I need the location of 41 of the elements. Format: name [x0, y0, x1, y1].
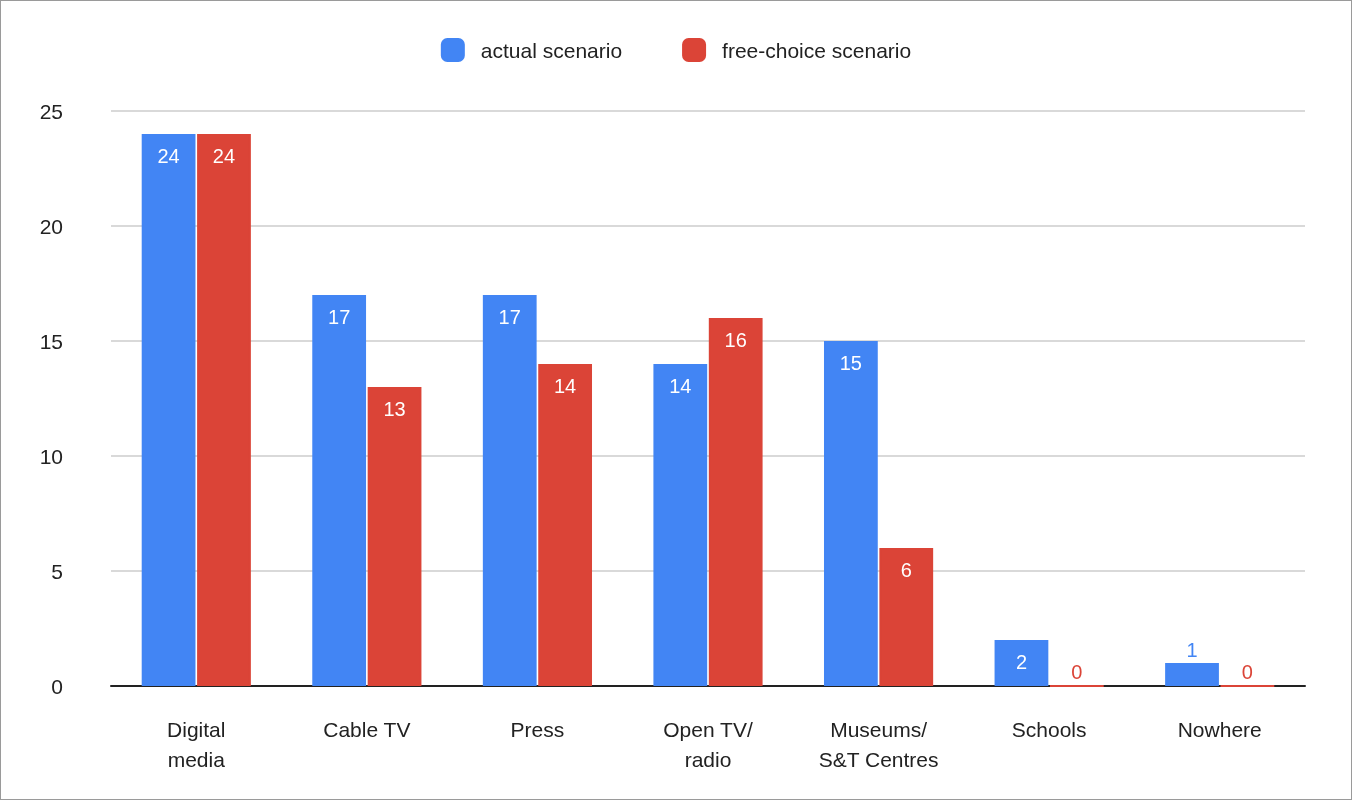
data-label: 6	[900, 559, 912, 581]
x-tick-label: Press	[510, 717, 565, 741]
data-label: 16	[724, 329, 747, 351]
data-label: 24	[212, 145, 236, 167]
bar	[879, 548, 934, 686]
data-label: 0	[1241, 661, 1253, 683]
x-tick-label: Nowhere	[1177, 717, 1262, 741]
bar	[708, 318, 763, 686]
bar	[141, 134, 196, 686]
bar	[1165, 663, 1219, 686]
bar	[823, 341, 878, 686]
data-label: 15	[839, 352, 862, 374]
x-tick-label: Digital media	[167, 717, 226, 771]
data-label: 17	[328, 306, 351, 328]
y-tick-label: 5	[51, 559, 63, 583]
legend-label: actual scenario	[480, 38, 623, 62]
data-label: 17	[498, 306, 521, 328]
bar	[482, 295, 537, 686]
data-label: 0	[1071, 661, 1083, 683]
x-tick-label: Cable TV	[323, 717, 411, 741]
y-tick-label: 0	[51, 674, 63, 698]
bar	[312, 295, 367, 686]
data-label: 13	[383, 398, 406, 420]
data-label: 24	[157, 145, 180, 167]
data-label: 14	[554, 375, 577, 397]
bar	[653, 364, 708, 686]
data-label: 1	[1186, 639, 1198, 661]
x-tick-label: Open TV/ radio	[663, 717, 753, 771]
bar	[994, 640, 1049, 686]
data-label: 2	[1015, 651, 1028, 673]
bar	[367, 387, 422, 686]
x-tick-label: Schools	[1011, 717, 1087, 741]
bar	[197, 134, 251, 686]
y-tick-label: 10	[39, 444, 63, 468]
bar	[538, 364, 593, 686]
x-tick-label: Museums/ S&T Centres	[818, 717, 939, 771]
legend-label: free-choice scenario	[722, 38, 912, 62]
data-label: 14	[669, 375, 692, 397]
y-tick-label: 20	[39, 214, 63, 238]
y-tick-label: 25	[39, 99, 63, 123]
y-tick-label: 15	[39, 329, 63, 353]
